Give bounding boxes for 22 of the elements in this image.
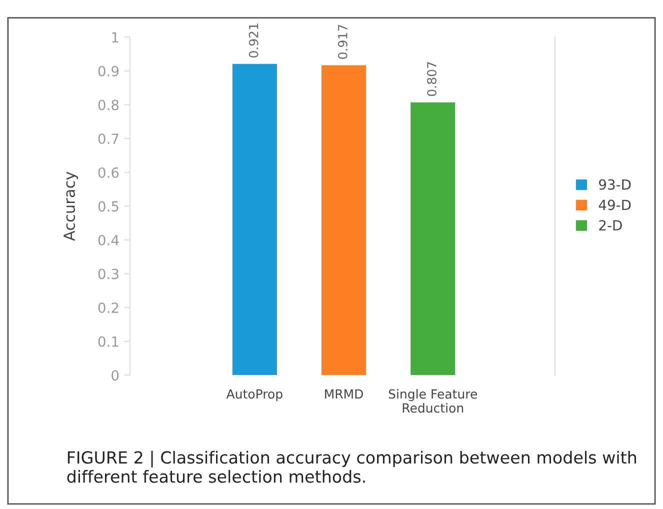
x-tick-label: Single Feature Reduction xyxy=(388,389,478,413)
legend-label: 49-D xyxy=(598,200,631,210)
y-tick-label: 0.7 xyxy=(98,134,118,144)
y-tick-label: 0.5 xyxy=(98,201,118,212)
y-tick-label: 0.2 xyxy=(98,302,118,314)
y-tick-label: 0.8 xyxy=(98,100,119,110)
legend-label: 93-D xyxy=(599,179,631,190)
y-tick-label: 0.3 xyxy=(98,268,118,280)
y-tick-label: 0 xyxy=(112,370,119,381)
data-label: 0.917 xyxy=(338,24,348,59)
data-label: 0.807 xyxy=(427,62,436,96)
data-label: 0.921 xyxy=(248,24,258,58)
y-tick-label: 0.4 xyxy=(98,234,119,246)
y-tick-label: 1 xyxy=(112,32,118,42)
y-axis-title: Accuracy xyxy=(64,172,78,241)
x-tick-label: MRMD xyxy=(325,389,363,399)
x-tick-label: AutoProp xyxy=(226,389,282,402)
legend-label: 2-D xyxy=(599,220,622,230)
caption: FIGURE 2 | Classification accuracy comparison between models with different feature selection methods. xyxy=(67,450,636,483)
y-tick-label: 0.9 xyxy=(98,66,119,76)
y-tick-label: 0.1 xyxy=(98,336,118,347)
y-tick-label: 0.6 xyxy=(98,167,119,178)
